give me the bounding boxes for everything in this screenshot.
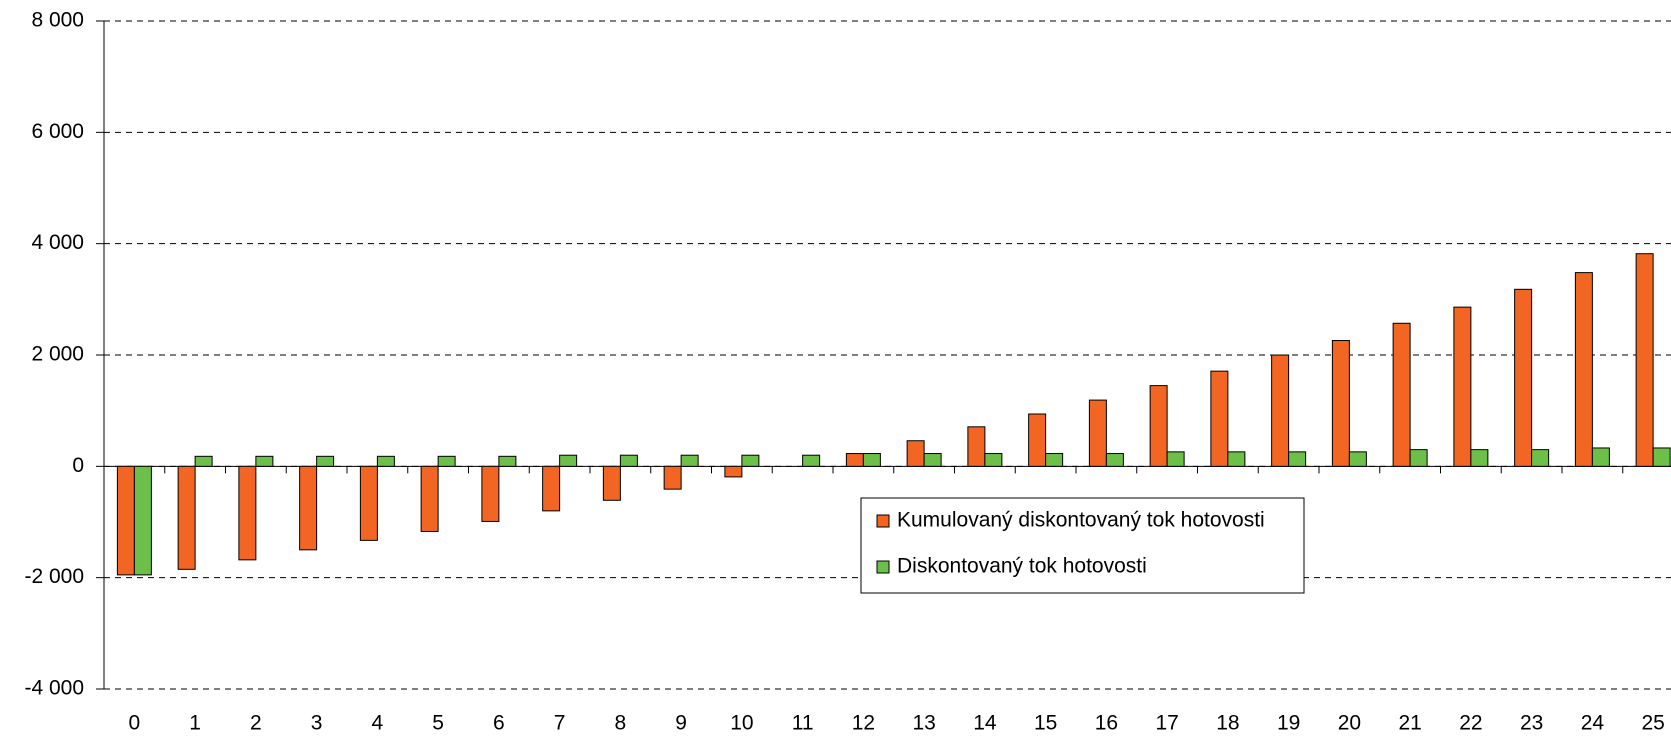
bar — [238, 465, 257, 561]
x-tick-label: 14 — [973, 712, 997, 735]
legend-label: Diskontovaný tok hotovosti — [897, 555, 1147, 578]
bar — [724, 465, 743, 478]
x-tick-label: 22 — [1459, 712, 1482, 735]
bar — [437, 455, 456, 467]
bar — [194, 455, 213, 467]
bar — [420, 465, 439, 532]
bar — [1288, 451, 1307, 467]
bar — [845, 453, 864, 467]
bar — [619, 454, 638, 467]
bar — [1227, 451, 1246, 467]
x-tick-label: 9 — [675, 712, 687, 735]
bar — [602, 465, 621, 501]
legend-label: Kumulovaný diskontovaný tok hotovosti — [897, 509, 1265, 532]
bar — [741, 454, 760, 467]
x-tick-label: 7 — [554, 712, 566, 735]
legend-box — [860, 497, 1305, 594]
x-tick-label: 4 — [372, 712, 384, 735]
bar — [498, 455, 517, 467]
x-tick-label: 8 — [615, 712, 627, 735]
bar — [481, 465, 500, 522]
y-tick-label: 6 000 — [31, 120, 84, 143]
bar — [177, 465, 196, 570]
bar — [376, 455, 395, 467]
bar — [1210, 370, 1229, 467]
bar — [984, 453, 1003, 467]
y-tick-label: -2 000 — [24, 565, 84, 588]
x-tick-label: 21 — [1398, 712, 1421, 735]
x-tick-label: 25 — [1641, 712, 1664, 735]
bar — [1470, 449, 1489, 467]
bar — [1105, 453, 1124, 467]
bar — [559, 454, 578, 467]
x-tick-label: 6 — [493, 712, 505, 735]
x-tick-label: 12 — [852, 712, 875, 735]
x-tick-label: 20 — [1338, 712, 1361, 735]
bar — [359, 465, 378, 541]
x-tick-label: 24 — [1581, 712, 1605, 735]
bar — [1149, 385, 1168, 467]
x-tick-label: 1 — [189, 712, 201, 735]
bar — [1348, 451, 1367, 467]
x-tick-label: 2 — [250, 712, 262, 735]
bar — [663, 465, 682, 490]
bar — [680, 454, 699, 467]
x-tick-label: 0 — [129, 712, 141, 735]
bar — [1045, 453, 1064, 467]
x-tick-label: 15 — [1034, 712, 1057, 735]
x-tick-label: 23 — [1520, 712, 1543, 735]
bar — [316, 455, 335, 467]
bar — [116, 465, 135, 576]
bar — [1088, 399, 1107, 467]
bar — [1409, 449, 1428, 467]
bar — [1591, 447, 1610, 467]
bar — [1392, 322, 1411, 467]
y-tick-label: 8 000 — [31, 9, 84, 32]
bar — [802, 454, 821, 467]
y-tick-label: 0 — [72, 454, 84, 477]
bar — [967, 426, 986, 467]
bar — [1166, 451, 1185, 467]
bar — [1652, 447, 1671, 467]
bar — [1331, 340, 1350, 467]
legend-swatch — [876, 560, 890, 574]
bar — [1028, 413, 1047, 467]
y-tick-label: 2 000 — [31, 343, 84, 366]
bar — [1635, 253, 1654, 467]
bar — [1514, 288, 1533, 467]
y-tick-label: -4 000 — [24, 677, 84, 700]
y-tick-label: 4 000 — [31, 231, 84, 254]
bar — [1271, 354, 1290, 467]
bar — [1574, 272, 1593, 467]
bar — [906, 440, 925, 467]
x-tick-label: 16 — [1095, 712, 1118, 735]
bar — [1453, 306, 1472, 467]
bar — [1531, 449, 1550, 467]
bar — [542, 465, 561, 512]
bar — [299, 465, 318, 551]
x-tick-label: 3 — [311, 712, 323, 735]
x-tick-label: 19 — [1277, 712, 1300, 735]
bar — [133, 465, 152, 576]
bar — [923, 453, 942, 467]
x-tick-label: 11 — [792, 712, 814, 735]
legend-swatch — [876, 514, 890, 528]
x-tick-label: 17 — [1155, 712, 1178, 735]
x-tick-label: 13 — [912, 712, 935, 735]
bar — [255, 455, 274, 467]
x-tick-label: 18 — [1216, 712, 1239, 735]
bar — [862, 453, 881, 467]
x-tick-label: 5 — [432, 712, 444, 735]
x-tick-label: 10 — [730, 712, 753, 735]
